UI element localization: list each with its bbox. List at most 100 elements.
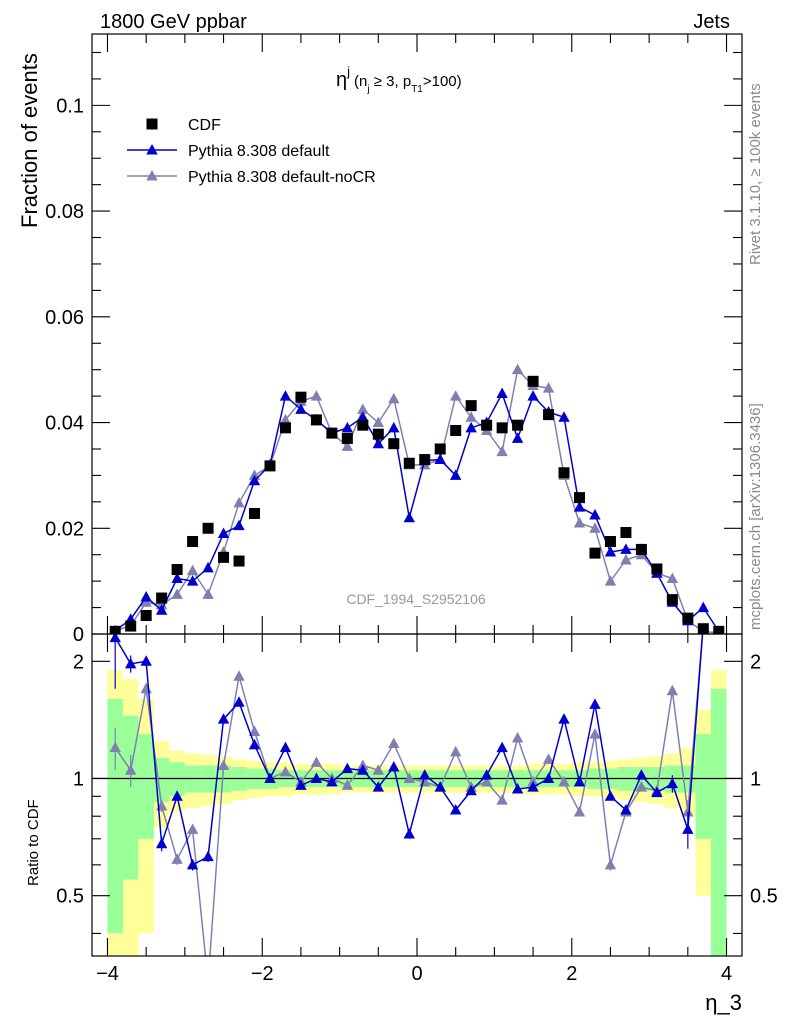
ratio-point-default: [372, 781, 385, 792]
cdf-point: [419, 454, 431, 466]
main-point-default: [140, 590, 152, 602]
legend: CDF Pythia 8.308 default Pythia 8.308 defa…: [127, 117, 376, 186]
tick-label: 0.04: [45, 413, 84, 435]
ratio-point-default: [264, 772, 276, 783]
ratio-point-default: [465, 784, 477, 796]
main-point-default: [434, 453, 446, 465]
ratio-point-default: [233, 696, 245, 707]
main-point-default: [449, 469, 462, 480]
main-point-nocr: [233, 496, 245, 508]
ratio-point-nocr: [341, 779, 354, 790]
main-point-nocr: [589, 522, 601, 533]
main-point-nocr: [666, 572, 679, 583]
ratio-point-nocr: [202, 976, 213, 987]
cdf-point: [295, 391, 307, 403]
main-point-default: [233, 519, 245, 531]
mcplots-label: mcplots.cern.ch [arXiv:1306.3436]: [747, 403, 764, 630]
tick-label: 1: [750, 768, 761, 790]
ratio-point-nocr: [527, 775, 539, 787]
main-point-default: [279, 390, 292, 401]
title-eta: η: [336, 69, 347, 91]
ratio-point-default: [171, 790, 183, 801]
main-point-nocr: [279, 413, 292, 425]
main-point-nocr: [573, 516, 586, 528]
ratio-point-nocr: [496, 794, 508, 805]
band-inner-bin: [169, 762, 185, 797]
cdf-point: [434, 443, 446, 455]
main-point-nocr: [542, 382, 555, 393]
cdf-point: [512, 419, 524, 431]
main-point-default: [465, 421, 477, 433]
cdf-point: [341, 432, 353, 444]
plot-title: ηj(nj ≥ 3, pT1>100): [336, 64, 462, 95]
ratio-line-default: [114, 634, 704, 866]
ratio-point-default: [403, 828, 415, 839]
cdf-point: [450, 424, 462, 436]
cdf-point: [140, 609, 152, 621]
main-point-default: [604, 546, 617, 557]
band-inner-bin: [711, 688, 727, 956]
ratio-point-nocr: [140, 682, 152, 694]
main-point-default: [589, 509, 601, 520]
cdf-point: [465, 400, 477, 412]
main-point-nocr: [496, 445, 508, 457]
ratio-series: [92, 634, 742, 987]
tick-label: 0.06: [45, 307, 84, 329]
tick-label: 0.1: [56, 95, 84, 117]
ratio-point-default: [202, 850, 214, 862]
ratio-point-default: [341, 762, 354, 774]
main-point-nocr: [511, 363, 524, 375]
main-point-default: [511, 432, 524, 443]
main-point-default: [697, 601, 710, 613]
ratio-point-nocr: [124, 764, 137, 775]
title-cond-b-sub: T1: [411, 84, 423, 95]
main-point-default: [155, 604, 168, 615]
cdf-point: [249, 507, 260, 519]
main-point-default: [496, 387, 508, 398]
ratio-point-nocr: [666, 684, 679, 696]
main-point-default: [248, 474, 261, 486]
cdf-point: [558, 467, 570, 479]
main-point-default: [372, 437, 385, 449]
ratio-point-default: [542, 772, 555, 783]
title-cond-a-sub: j: [366, 84, 369, 95]
ratio-point-default: [480, 769, 493, 780]
ratio-point-default: [573, 775, 586, 787]
main-point-nocr: [604, 575, 617, 586]
ratio-point-default: [155, 837, 168, 849]
ratio-point-nocr: [388, 737, 400, 748]
main-point-default: [573, 501, 586, 512]
ratio-point-default: [109, 634, 121, 643]
cdf-point: [574, 492, 585, 504]
main-line-default: [114, 391, 720, 632]
cdf-point: [388, 438, 400, 450]
band-inner-bin: [107, 699, 123, 934]
ratio-point-default: [140, 655, 152, 666]
ratio-point-default: [357, 764, 369, 775]
header-left: 1800 GeV ppbar: [100, 11, 247, 33]
tick-label: 0.5: [750, 886, 778, 908]
ratio-point-default: [124, 657, 137, 669]
cdf-point: [218, 551, 230, 563]
ratio-point-nocr: [604, 858, 617, 870]
ratio-point-default: [511, 782, 524, 794]
ratio-point-default: [666, 777, 679, 789]
legend-label: CDF: [188, 117, 221, 134]
ratio-point-default: [635, 769, 648, 780]
cdf-point: [527, 375, 539, 387]
cdf-point: [233, 555, 245, 567]
ratio-point-default: [388, 761, 400, 772]
cdf-point: [604, 535, 616, 547]
ratio-point-default: [217, 713, 230, 724]
axes: 0 0.02 0.04 0.06 0.08 0.1 −4 −2 0 2 4 0.5 0.5 1 1 2 2: [45, 34, 778, 985]
cdf-point: [682, 612, 694, 624]
cdf-point: [109, 625, 121, 634]
ratio-point-default: [186, 858, 199, 870]
main-series: [109, 363, 725, 634]
main-point-nocr: [171, 588, 183, 599]
tick-label: −2: [251, 963, 274, 985]
main-point-default: [357, 411, 369, 422]
ratio-point-nocr: [682, 806, 694, 817]
cdf-point: [713, 625, 725, 634]
main-point-nocr: [620, 553, 632, 565]
